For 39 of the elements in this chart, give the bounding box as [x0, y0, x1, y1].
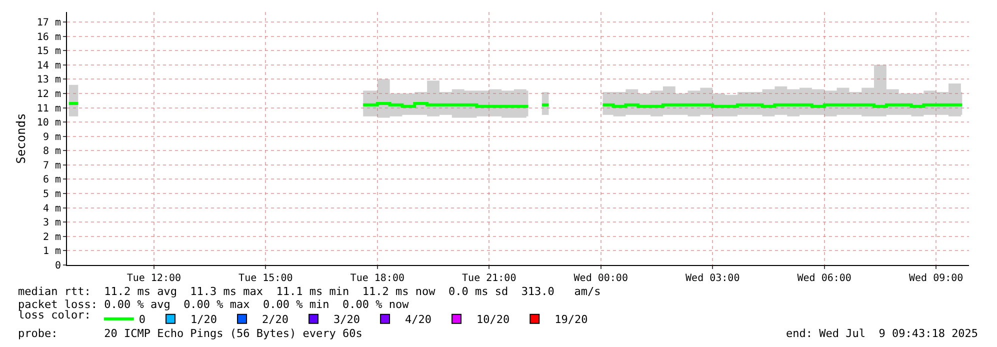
y-tick-label: 0	[54, 260, 61, 272]
legend-label: 3/20	[334, 313, 360, 326]
y-tick-label: 6 m	[42, 174, 61, 186]
y-tick-label: 1 m	[42, 246, 61, 258]
x-tick-label: Wed 03:00	[686, 273, 740, 284]
x-tick-label: Wed 09:00	[909, 273, 964, 284]
text: median rtt: 11.2 ms avg 11.3 ms max 11.1 ms min 11.2 ms now 0.0 ms sd 313.0 am/s	[18, 285, 601, 298]
y-tick-label: 17 m	[36, 18, 61, 29]
text: end: Wed Jul 9 09:43:18 2025	[786, 327, 978, 340]
legend-label: 10/20	[476, 313, 510, 326]
y-tick-label: 2 m	[42, 232, 61, 243]
y-tick-label: 9 m	[42, 132, 61, 143]
x-tick-label: Tue 15:00	[238, 273, 293, 284]
x-tick-label: Tue 18:00	[350, 273, 404, 284]
y-tick-label: 12 m	[36, 88, 61, 100]
y-tick-label: 11 m	[36, 103, 61, 114]
y-tick-label: 13 m	[36, 74, 61, 86]
y-tick-label: 5 m	[42, 189, 61, 200]
y-axis-title: Seconds	[14, 113, 28, 164]
x-tick-label: Wed 00:00	[574, 273, 628, 284]
legend-label: 2/20	[262, 313, 289, 326]
y-tick-label: 16 m	[36, 32, 61, 43]
y-tick-label: 4 m	[42, 203, 61, 214]
x-tick-label: Tue 12:00	[126, 273, 182, 284]
legend-label: 0	[138, 313, 146, 326]
legend-label: 19/20	[554, 313, 588, 326]
x-tick-label: Wed 06:00	[797, 273, 852, 284]
y-tick-label: 7 m	[42, 160, 61, 172]
y-tick-label: 3 m	[42, 218, 61, 229]
x-tick-label: Tue 21:00	[462, 273, 516, 284]
text: packet loss: 0.00 % avg 0.00 % max 0.00 % min 0.00 % now	[18, 298, 410, 311]
y-tick-label: 8 m	[42, 146, 61, 158]
y-tick-label: 15 m	[36, 46, 61, 58]
legend-label: 4/20	[405, 313, 432, 326]
y-tick-label: 10 m	[36, 118, 61, 129]
legend-title: loss color:	[18, 308, 91, 322]
y-tick-label: 14 m	[36, 60, 61, 72]
legend-label: 1/20	[190, 313, 218, 326]
text: probe: 20 ICMP Echo Pings (56 Bytes) every 60s	[18, 327, 362, 340]
